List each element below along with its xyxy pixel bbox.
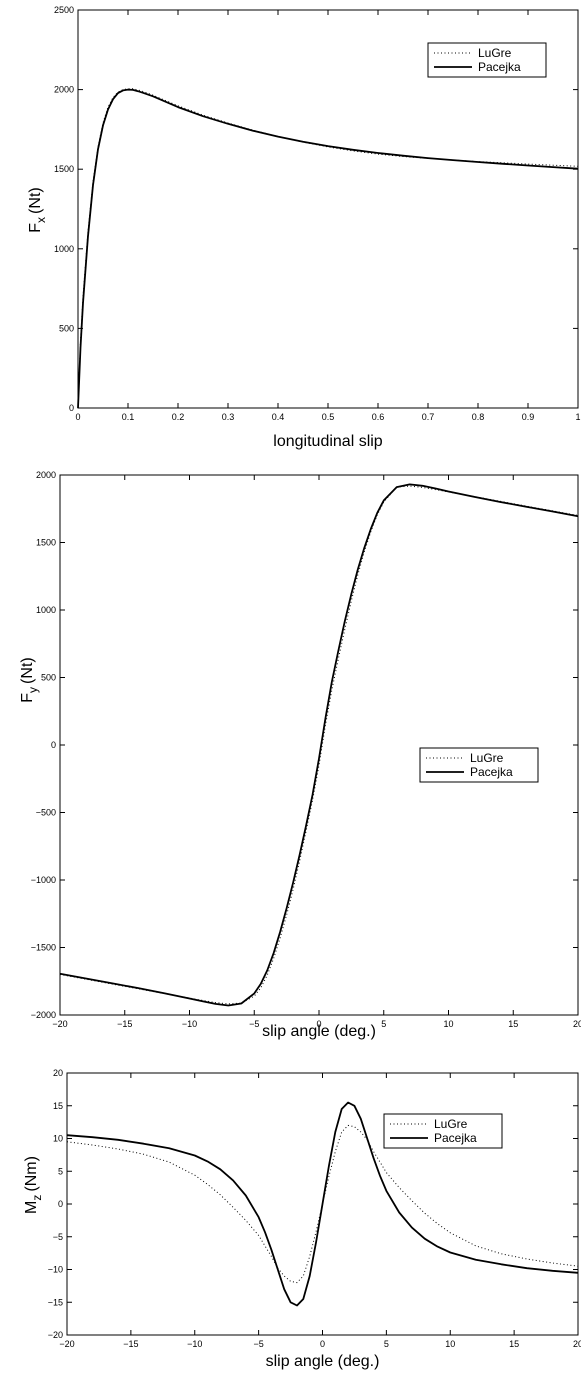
chart-1: 0 0.1 0.2 0.3 0.4 0.5 0.6 0.7 0.8 0.9 1 0 500 1000 150… (27, 5, 581, 450)
legend-box (427, 42, 547, 78)
y-tick-label: −500 (36, 808, 56, 818)
x-tick-label: 0.5 (322, 412, 335, 422)
x-tick-label: −10 (182, 1019, 197, 1029)
x-tick-label: 15 (508, 1019, 518, 1029)
legend-label-lugre: LuGre (434, 1117, 468, 1131)
x-tick-label: 5 (384, 1339, 389, 1349)
x-tick-label: −15 (123, 1339, 138, 1349)
series-line-pacejka (77, 88, 579, 409)
y-tick-label: 0 (51, 740, 56, 750)
y-tick-label: −5 (53, 1232, 63, 1242)
x-tick-label: 5 (381, 1019, 386, 1029)
x-tick-label: 15 (509, 1339, 519, 1349)
x-axis-label: slip angle (deg.) (266, 1353, 380, 1370)
y-tick-label: 1500 (36, 538, 56, 548)
x-tick-label: 0.1 (122, 412, 135, 422)
y-tick-label: 2500 (54, 5, 74, 15)
series-line-pacejka (66, 1101, 579, 1307)
y-tick-label: 10 (53, 1134, 63, 1144)
y-tick-label: 2000 (36, 470, 56, 480)
x-tick-label: 0.8 (472, 412, 485, 422)
series-line-pacejka (59, 483, 579, 1007)
y-tick-label: −20 (48, 1330, 63, 1340)
x-tick-label: 0 (316, 1019, 321, 1029)
y-tick-label: 500 (41, 673, 56, 683)
x-tick-label: 20 (573, 1339, 581, 1349)
y-tick-label: 0 (58, 1199, 63, 1209)
y-tick-label: 2000 (54, 85, 74, 95)
legend-box (419, 747, 539, 783)
series-line-lugre (59, 485, 579, 1005)
legend-label-pacejka: Pacejka (470, 765, 513, 779)
legend-label-pacejka: Pacejka (478, 60, 521, 74)
y-tick-label: 20 (53, 1068, 63, 1078)
x-tick-label: 10 (443, 1019, 453, 1029)
x-tick-label: 0.9 (522, 412, 535, 422)
legend-label-pacejka: Pacejka (434, 1131, 477, 1145)
y-tick-label: 1500 (54, 164, 74, 174)
x-tick-label: 0.2 (172, 412, 185, 422)
x-tick-label: −20 (52, 1019, 67, 1029)
y-tick-label: 1000 (36, 605, 56, 615)
chart-3: −20 −15 −10 −5 0 5 10 15 20 −20 −15 −10 −5 0 5 10 15 20 sl… (23, 1068, 581, 1370)
x-tick-label: 0.3 (222, 412, 235, 422)
x-tick-label: 1 (575, 412, 580, 422)
chart-2: −20 −15 −10 −5 0 5 10 15 20 −2000 −1500 −1000 −500 0 5… (19, 470, 581, 1040)
y-axis-label: Fy(Nt) (19, 657, 40, 702)
x-tick-label: −20 (59, 1339, 74, 1349)
x-tick-label: 0 (75, 412, 80, 422)
y-tick-label: −2000 (31, 1010, 56, 1020)
series-line-lugre (77, 88, 579, 409)
y-tick-label: −10 (48, 1265, 63, 1275)
x-tick-label: 0 (320, 1339, 325, 1349)
y-tick-label: 500 (59, 323, 74, 333)
y-tick-label: −1500 (31, 943, 56, 953)
x-tick-label: −15 (117, 1019, 132, 1029)
x-tick-label: 0.6 (372, 412, 385, 422)
x-tick-label: 20 (573, 1019, 581, 1029)
x-tick-label: −5 (249, 1019, 259, 1029)
y-tick-label: −1000 (31, 875, 56, 885)
x-tick-label: 0.7 (422, 412, 435, 422)
y-axis-label: Mz(Nm) (23, 1156, 44, 1214)
y-tick-label: 15 (53, 1101, 63, 1111)
y-tick-label: 0 (69, 403, 74, 413)
plot-frame (59, 474, 579, 1016)
y-axis-label: Fx(Nt) (27, 187, 48, 232)
x-tick-label: −10 (187, 1339, 202, 1349)
y-tick-label: 1000 (54, 244, 74, 254)
legend-box (383, 1113, 503, 1149)
x-axis-label: slip angle (deg.) (262, 1023, 376, 1040)
x-tick-label: −5 (253, 1339, 263, 1349)
y-tick-label: −15 (48, 1297, 63, 1307)
legend-label-lugre: LuGre (478, 46, 512, 60)
x-tick-label: 0.4 (272, 412, 285, 422)
x-tick-label: 10 (445, 1339, 455, 1349)
legend-label-lugre: LuGre (470, 751, 504, 765)
x-axis-label: longitudinal slip (273, 433, 383, 450)
y-tick-label: 5 (58, 1166, 63, 1176)
